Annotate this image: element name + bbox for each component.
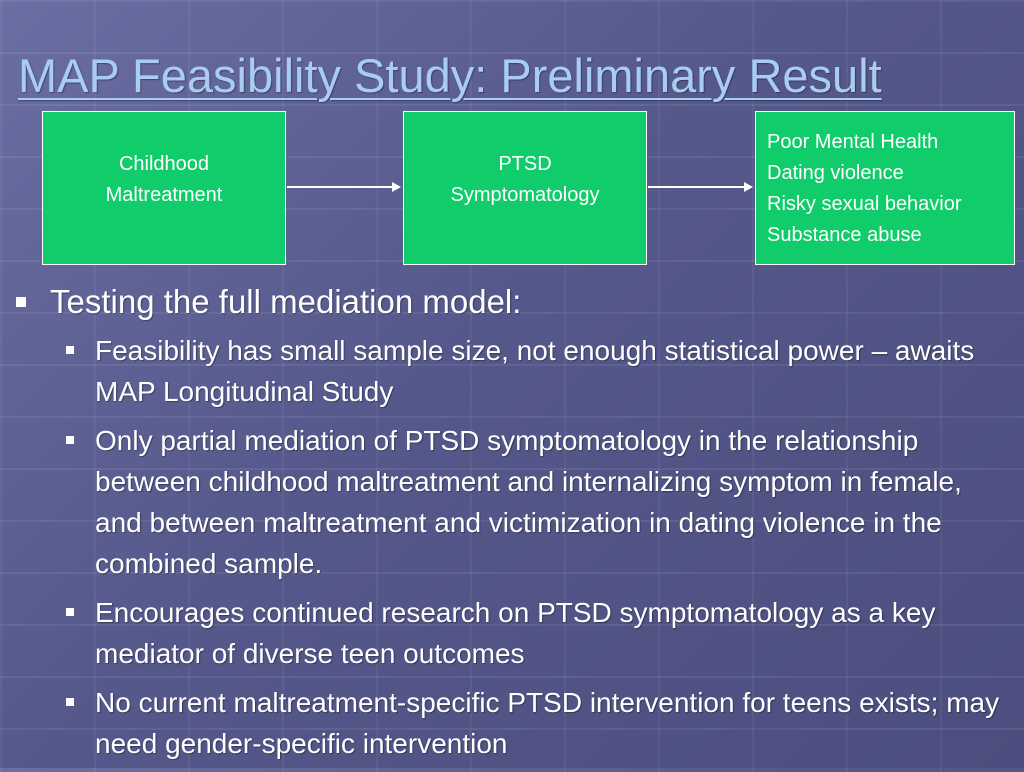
square-bullet-icon (66, 346, 74, 354)
box2-line-2: Symptomatology (450, 184, 600, 206)
square-bullet-icon (16, 297, 26, 307)
square-bullet-icon (66, 436, 74, 444)
arrow-right-icon (287, 182, 401, 192)
outcome-item: Risky sexual behavior (767, 193, 962, 215)
ptsd-symptomatology-box: PTSD Symptomatology (403, 111, 647, 265)
sub-bullet-list: Feasibility has small sample size, not e… (0, 330, 1024, 764)
main-bullet-text: Testing the full mediation model: (50, 283, 522, 320)
outcome-item: Poor Mental Health (767, 131, 939, 153)
square-bullet-icon (66, 698, 74, 706)
box1-line-2: Maltreatment (105, 184, 223, 206)
box1-line-1: Childhood (118, 153, 210, 175)
sub-bullet-text: Feasibility has small sample size, not e… (95, 335, 975, 407)
main-bullet: Testing the full mediation model: (0, 282, 1024, 322)
sub-bullet-container: Feasibility has small sample size, not e… (0, 330, 1024, 764)
sub-bullet: Only partial mediation of PTSD symptomat… (0, 420, 1024, 584)
box2-line-1: PTSD (498, 153, 552, 175)
outcome-item: Substance abuse (767, 224, 922, 246)
arrow-right-icon (648, 182, 753, 192)
outcomes-box: Poor Mental Health Dating violence Risky… (755, 111, 1015, 265)
childhood-maltreatment-box: Childhood Maltreatment (42, 111, 286, 265)
outcome-item: Dating violence (767, 162, 904, 184)
square-bullet-icon (66, 608, 74, 616)
sub-bullet: Feasibility has small sample size, not e… (0, 330, 1024, 412)
sub-bullet: Encourages continued research on PTSD sy… (0, 592, 1024, 674)
sub-bullet: No current maltreatment-specific PTSD in… (0, 682, 1024, 764)
sub-bullet-text: Only partial mediation of PTSD symptomat… (95, 425, 962, 579)
sub-bullet-text: Encourages continued research on PTSD sy… (95, 597, 936, 669)
sub-bullet-text: No current maltreatment-specific PTSD in… (95, 687, 1000, 759)
bullet-list: Testing the full mediation model: Feasib… (0, 282, 1024, 772)
slide-title: MAP Feasibility Study: Preliminary Resul… (18, 49, 882, 102)
